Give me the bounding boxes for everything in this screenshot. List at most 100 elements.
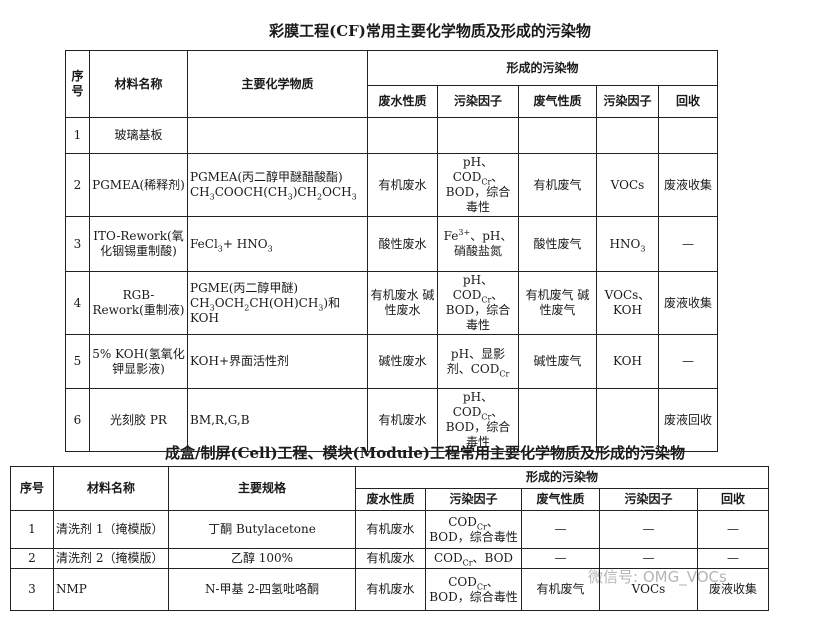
cell-text: OCH — [322, 185, 352, 199]
cell-text: COD — [448, 514, 477, 529]
table-row: 2 PGMEA(稀释剂) PGMEA(丙二醇甲醚醋酸酯) CH3COOCH(CH3)… — [65, 153, 719, 217]
table-cell: FeCl3+ HNO3 — [187, 216, 368, 272]
table-cell: 有机废水 — [367, 388, 438, 452]
cell-text: 2 — [73, 177, 82, 192]
header-text: 污染因子 — [603, 94, 652, 108]
cell-text: — — [554, 522, 567, 536]
table-cell: 有机废水 — [355, 510, 426, 549]
table-cell: CODCr、BOD，综合毒性 — [425, 510, 522, 549]
table-title: 彩膜工程(CF)常用主要化学物质及形成的污染物 — [269, 22, 591, 40]
cell-text: — — [642, 522, 655, 536]
header-cell: 材料名称 — [89, 50, 188, 118]
cell-text: 2 — [28, 551, 36, 565]
table-cell: 有机废气 碱性废气 — [518, 271, 597, 335]
table-cell: pH、显影剂、CODCr — [437, 334, 519, 389]
cell-text: 废液收集 — [709, 582, 758, 596]
table-cell: pH、CODCr、BOD，综合毒性 — [437, 153, 519, 217]
table-cell: 清洗剂 1（掩模版） — [53, 510, 169, 549]
cell-text: 乙醇 100% — [230, 551, 294, 565]
subscript: Cr — [481, 177, 492, 187]
table-cell: 废液收集 — [657, 153, 719, 217]
table-row: 4 RGB-Rework(重制液) PGME(丙二醇甲醚) CH3OCH2CH(OH… — [65, 271, 719, 335]
cell-text: FeCl — [190, 236, 218, 251]
table-cell: — — [657, 334, 719, 389]
header-text: 污染因子 — [453, 94, 502, 108]
header-text: 序号 — [19, 481, 44, 495]
table-cell: 3 — [65, 216, 90, 272]
cell-text: 废液收集 — [664, 177, 713, 192]
cell-text: 5 — [73, 354, 82, 368]
table-cell: — — [521, 510, 600, 549]
header-cell: 回收 — [696, 488, 770, 511]
subscript: 3 — [209, 192, 215, 202]
cell-text: 有机废气 — [536, 582, 585, 596]
header-cell: 污染因子 — [596, 85, 659, 118]
subscript: Cr — [462, 558, 473, 568]
subscript: Cr — [499, 368, 510, 378]
cell-text: + HNO — [222, 236, 268, 251]
cell-text: N-甲基 2-四氢吡咯酮 — [204, 582, 320, 596]
cell-text: )CH — [292, 185, 318, 199]
table-cell — [657, 117, 719, 154]
table-cell: HNO3 — [596, 216, 659, 272]
data-table: 序号 材料名称 主要规格 形成的污染物 废水性质 污染因子 废气性质 污染因子 回收 1 清洗剂 1… — [10, 466, 770, 611]
table-cell: 3 — [10, 568, 54, 611]
subscript: 3 — [640, 243, 646, 253]
subscript: 3 — [267, 243, 273, 253]
table-cell: — — [657, 216, 719, 272]
table-cell: 6 — [65, 388, 90, 452]
cell-text: CH(OH)CH — [249, 295, 319, 310]
table-cell: CODCr、BOD — [425, 548, 522, 569]
table-cell: pH、CODCr、BOD，综合毒性 — [437, 388, 519, 452]
header-cell: 序号 — [10, 466, 54, 511]
cell-text: OCH — [214, 295, 245, 310]
cell-text: 、BOD，综合毒性 — [429, 574, 518, 604]
table-cell — [596, 388, 659, 452]
cell-text: RGB-Rework(重制液) — [92, 288, 185, 317]
cell-text: 5% KOH(氢氧化钾显影液) — [92, 346, 185, 376]
table-cell — [518, 117, 597, 154]
table-cell: VOCs、KOH — [596, 271, 659, 335]
cell-text: PGMEA(稀释剂) — [92, 177, 185, 192]
cell-text: — — [682, 236, 695, 251]
header-cell: 废气性质 — [518, 85, 597, 118]
table-cell — [518, 388, 597, 452]
cell-text: 有机废水 — [366, 582, 415, 596]
header-text: 材料名称 — [114, 76, 163, 91]
header-cell: 污染因子 — [437, 85, 519, 118]
header-text: 废气性质 — [533, 94, 582, 108]
subheader-row: 废水性质 污染因子 废气性质 污染因子 回收 — [11, 488, 770, 511]
table-cell: 乙醇 100% — [168, 548, 356, 569]
table-cell: 4 — [65, 271, 90, 335]
cell-text: VOCs — [610, 177, 645, 192]
table-cell: 废液收集 — [657, 271, 719, 335]
cell-text: 有机废水 — [366, 522, 415, 536]
table-row: 5 5% KOH(氢氧化钾显影液) KOH+界面活性剂 碱性废水 pH、显影剂、CODC… — [65, 334, 719, 389]
header-cell: 废水性质 — [355, 488, 426, 511]
cell-text: 、BOD — [472, 551, 514, 565]
cell-text: 3 — [28, 582, 36, 596]
table-cell: — — [696, 510, 770, 549]
table-cell: NMP — [53, 568, 169, 611]
header-text: 形成的污染物 — [506, 60, 579, 75]
table-cell: Fe3+、pH、硝酸盐氮 — [437, 216, 519, 272]
cell-text: 有机废水 — [378, 177, 427, 192]
subscript: Cr — [476, 581, 487, 591]
table-cell: 5% KOH(氢氧化钾显影液) — [89, 334, 188, 389]
table-cell: 1 — [10, 510, 54, 549]
header-text: 废水性质 — [378, 94, 427, 108]
cell-text: 、BOD，综合毒性 — [445, 288, 511, 332]
subheader-row: 废水性质 污染因子 废气性质 污染因子 回收 — [66, 85, 719, 118]
table-cell: 光刻胶 PR — [89, 388, 188, 452]
header-text: 回收 — [676, 94, 701, 108]
table-cell: — — [599, 510, 698, 549]
cell-text: 6 — [73, 412, 82, 427]
cell-text: COD — [448, 574, 477, 589]
table-cell: 碱性废气 — [518, 334, 597, 389]
header-group: 形成的污染物 — [354, 466, 770, 489]
table-cell: 1 — [65, 117, 90, 154]
cell-text: 、BOD，综合毒性 — [429, 514, 518, 544]
cell-text: PGME(丙二醇甲醚) CH — [190, 280, 299, 310]
table-cell: KOH+界面活性剂 — [187, 334, 368, 389]
cell-text: — — [727, 551, 740, 565]
